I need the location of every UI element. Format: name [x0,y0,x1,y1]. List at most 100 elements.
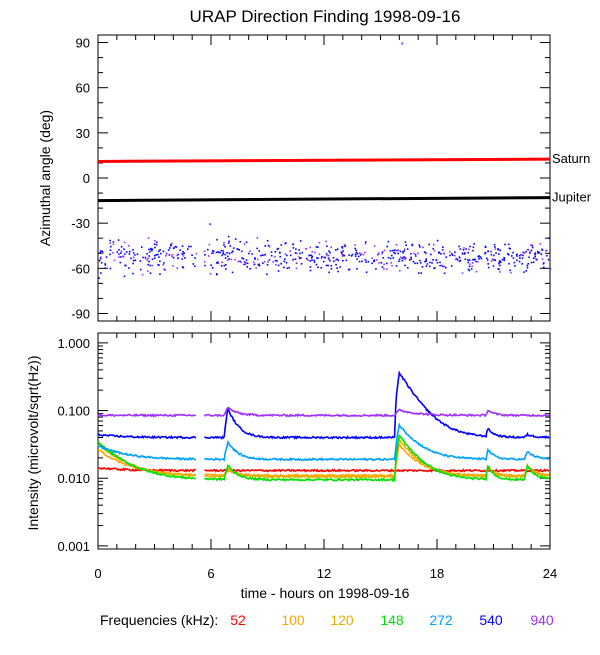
azimuth-tick-label: 30 [76,126,90,141]
azimuth-point [132,256,135,259]
azimuth-point [332,256,335,259]
azimuth-point [507,252,509,255]
azimuth-point [534,255,536,258]
azimuth-point [234,258,236,261]
azimuth-point [153,257,156,259]
azimuth-point [381,251,384,253]
azimuth-point [298,249,300,251]
azimuth-point [184,257,186,259]
series-line-272 [97,444,196,461]
azimuth-point [476,260,479,263]
azimuth-point [378,262,380,264]
azimuth-point [492,265,495,267]
azimuth-point [268,245,271,248]
azimuth-point [350,255,353,257]
azimuth-point [102,251,104,254]
azimuth-point [326,245,328,248]
azimuth-point [390,262,393,264]
azimuth-point [383,263,385,266]
azimuth-point [355,249,357,252]
azimuth-point [228,240,230,243]
azimuth-point [329,251,331,254]
azimuth-point [242,258,245,260]
azimuth-point [292,243,294,246]
azimuth-point [498,262,500,265]
azimuth-point [279,251,281,254]
azimuth-point [410,252,412,255]
azimuth-point [321,255,323,258]
azimuth-point [215,261,218,264]
azimuth-point [203,260,206,263]
azimuth-point [345,259,348,262]
azimuth-point [475,270,478,273]
azimuth-point [224,245,226,248]
azimuth-point [313,261,316,263]
azimuth-point [228,258,230,260]
azimuth-point [228,252,231,255]
azimuth-point [122,255,125,258]
azimuth-point [274,259,277,262]
azimuth-point [339,266,341,268]
azimuth-point [500,261,502,264]
azimuth-point [212,249,214,252]
azimuth-point [322,260,325,263]
azimuth-point [284,253,287,255]
intensity-series-272 [97,422,550,462]
azimuth-point [256,237,259,239]
azimuth-point [151,258,154,261]
azimuth-point [408,259,411,261]
azimuth-point [399,256,402,258]
azimuth-point [109,253,111,256]
azimuth-point [292,258,295,261]
series-line-940 [203,406,550,418]
azimuth-point [120,252,122,255]
azimuth-point [177,253,180,256]
azimuth-point [386,268,388,270]
azimuth-point [521,257,524,260]
azimuth-point [141,273,144,276]
azimuth-point [431,262,433,264]
azimuth-point [398,269,401,272]
azimuth-point [239,260,241,263]
azimuth-point [474,258,476,261]
azimuth-point [459,259,462,262]
azimuth-point [181,266,184,268]
azimuth-point [277,247,280,250]
azimuth-point [534,253,536,256]
azimuth-point [277,270,280,272]
azimuth-point [458,256,461,258]
azimuth-point [132,249,134,251]
intensity-tick-label: 0.001 [57,539,90,554]
azimuth-point [243,243,246,245]
azimuth-point [171,255,173,258]
azimuth-point [175,246,178,248]
azimuth-point [341,245,343,248]
azimuth-point [534,258,537,260]
azimuth-point [294,252,297,254]
azimuth-point [239,240,242,243]
azimuth-point [439,264,441,267]
azimuth-point [404,264,406,267]
azimuth-point [373,260,375,263]
azimuth-point [176,267,179,270]
azimuth-point [159,273,161,275]
azimuth-point [274,255,276,258]
azimuth-point [441,249,444,251]
azimuth-point [149,264,151,267]
azimuth-point [546,254,548,257]
azimuth-point [326,254,329,257]
azimuth-point [491,258,494,261]
legend-entry-120: 120 [330,612,354,628]
azimuth-point [215,273,218,275]
azimuth-point [402,255,405,258]
azimuth-point [260,254,262,257]
azimuth-point [472,246,475,249]
azimuth-point [341,253,343,256]
azimuth-point [415,255,417,258]
azimuth-point [246,266,249,268]
azimuth-point [117,239,120,241]
azimuth-point [155,254,158,256]
azimuth-point [367,260,370,263]
azimuth-outlier-point [401,42,404,45]
azimuth-point [299,240,302,242]
